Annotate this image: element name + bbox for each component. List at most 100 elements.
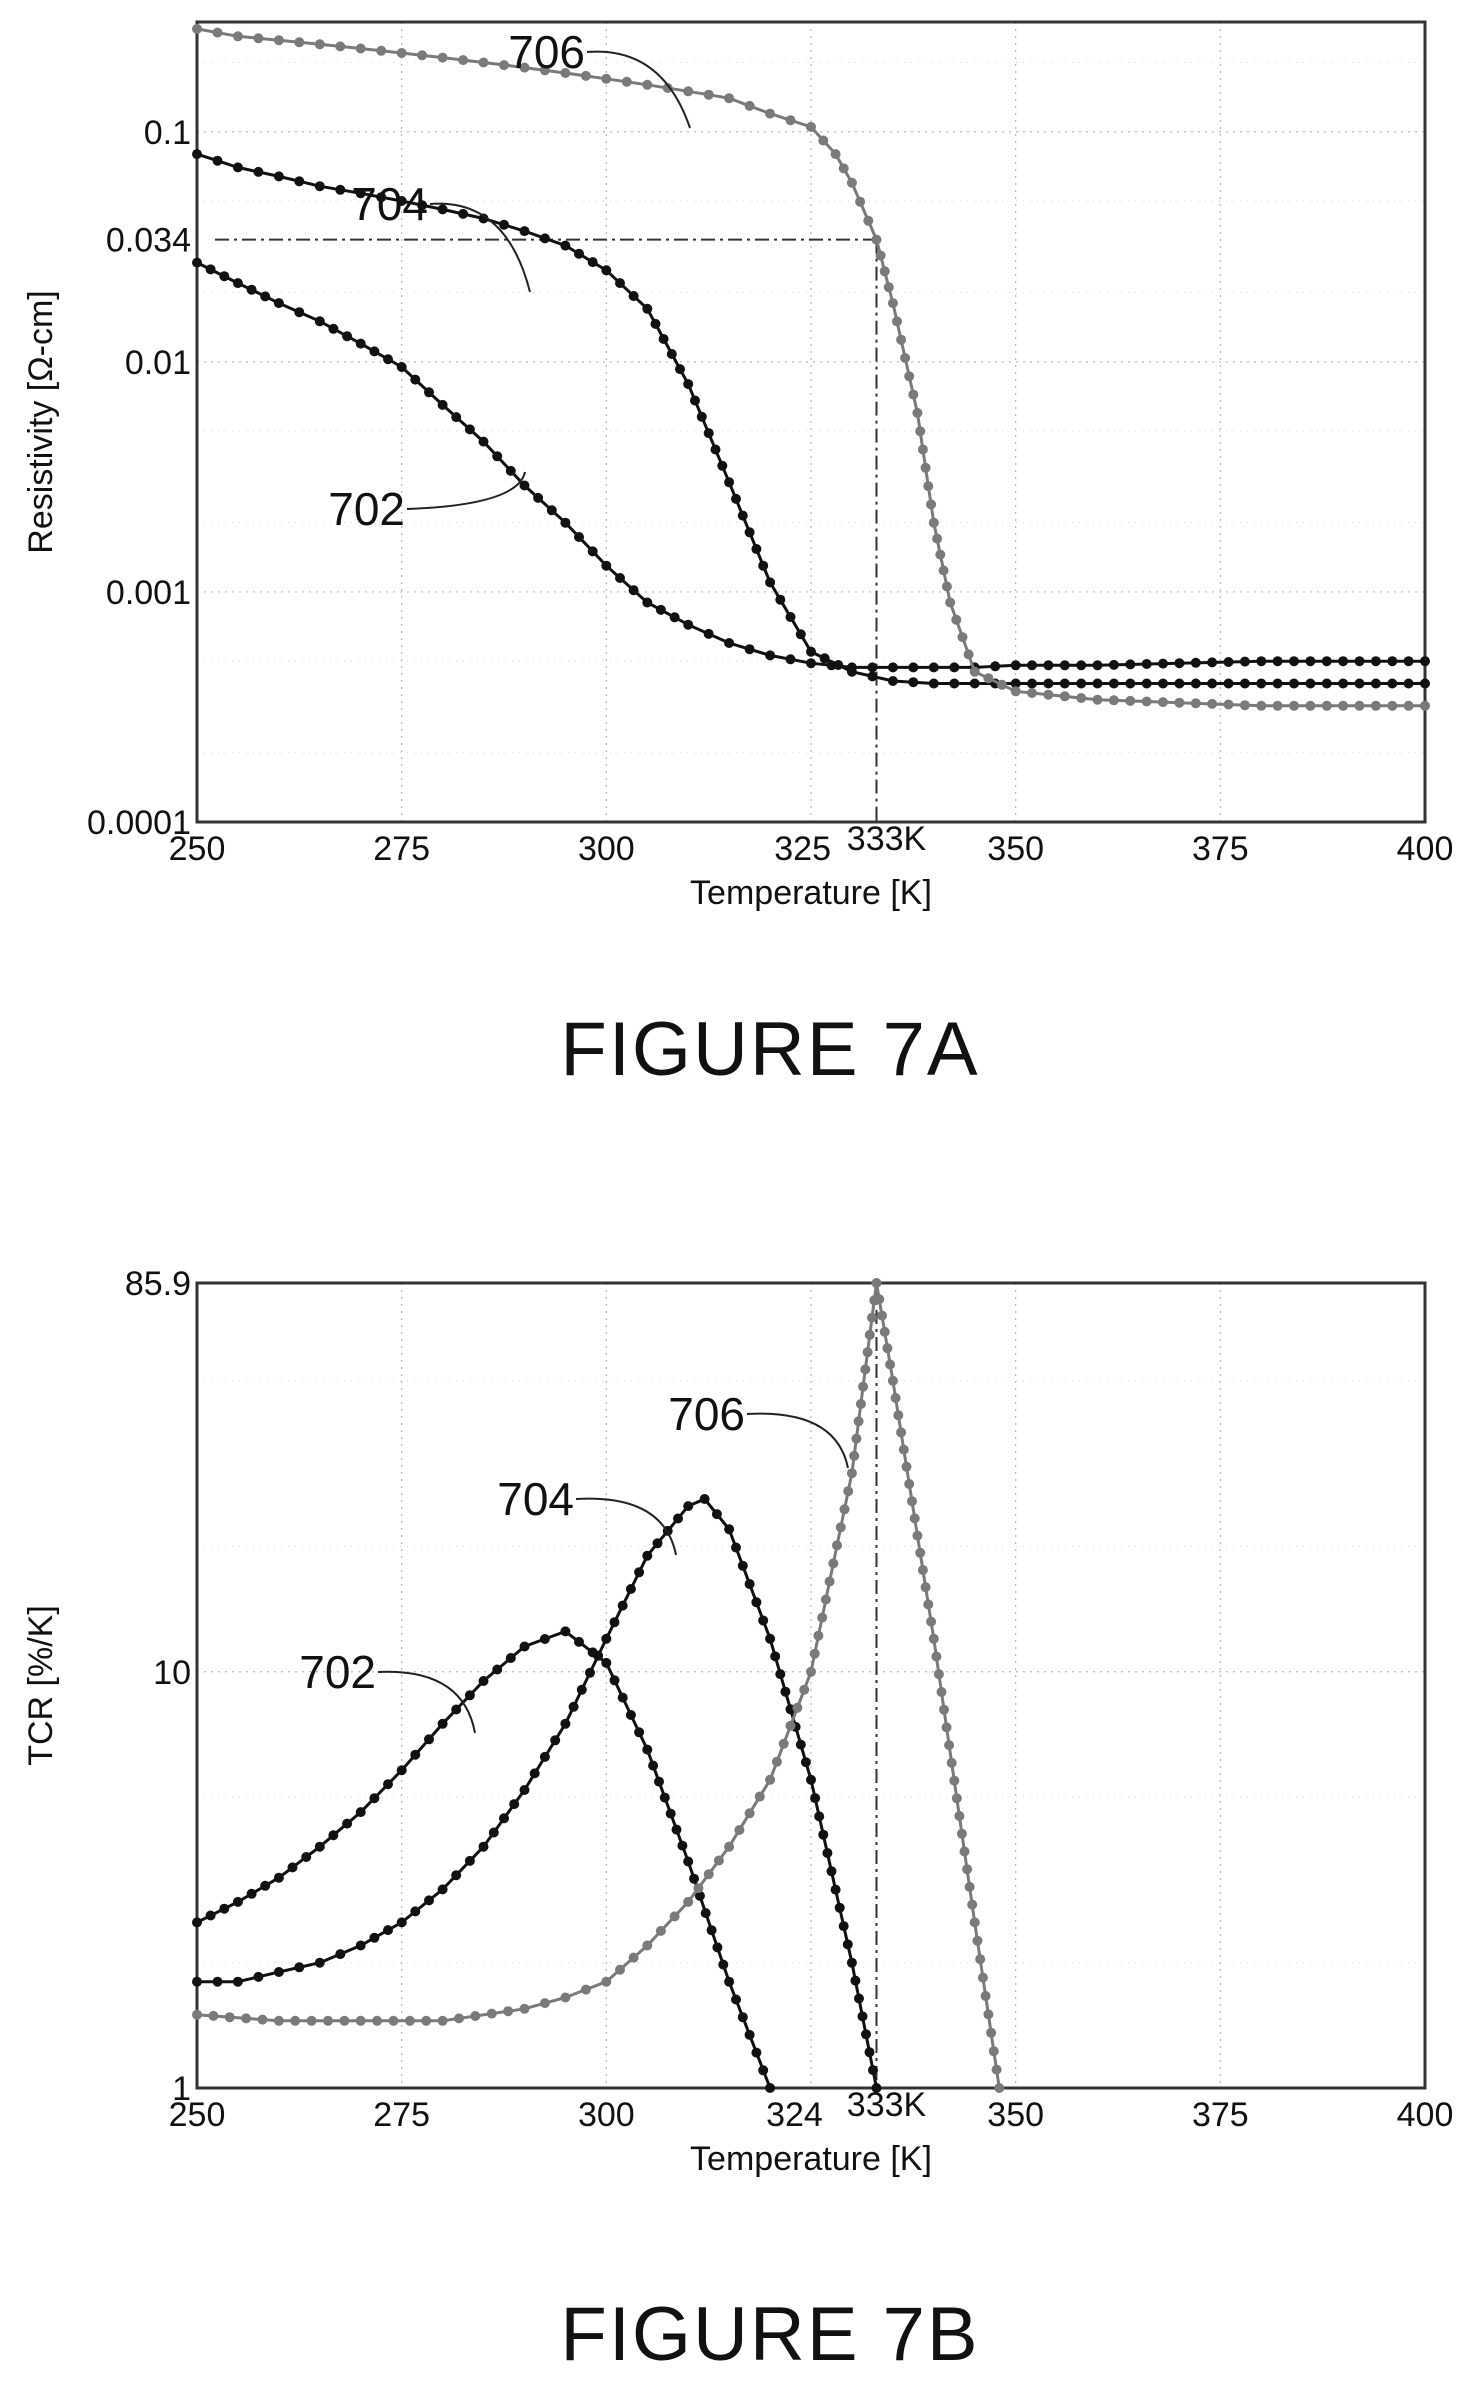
data-point [863,215,874,226]
data-point [499,1813,509,1824]
data-point [369,1932,380,1943]
data-point [724,1524,735,1535]
series-markers-702 [192,257,1430,673]
data-point [546,505,557,516]
data-point [306,2015,317,2026]
data-point [986,2027,997,2038]
series-label-leader-706 [586,50,691,129]
data-point [983,673,994,684]
data-point [1289,656,1299,667]
x-tick-label: 375 [1192,2096,1249,2134]
data-point [849,1450,860,1461]
data-point [492,1664,503,1675]
data-point [1420,700,1430,711]
data-point [1158,678,1168,689]
y-tick-label: 10 [153,1654,191,1692]
series-label-702: 702 [299,1646,376,1698]
x-tick-label: 275 [373,2096,430,2134]
data-point [634,1567,645,1578]
y-axis-title: TCR [%/K] [22,1605,60,1766]
data-point [806,646,816,657]
x-tick-label: 375 [1192,830,1249,868]
y-tick-label: 0.0001 [87,804,191,842]
data-point [850,1975,861,1986]
data-point [1141,696,1152,707]
data-point [765,650,776,661]
data-point [617,1692,628,1703]
data-point [246,284,257,295]
data-point [846,666,857,677]
data-point [294,1962,305,1973]
data-point [205,264,216,275]
data-point [806,658,816,669]
data-point [1076,693,1087,703]
data-point [580,70,591,81]
data-point [689,1873,699,1884]
data-point [1174,678,1185,689]
data-point [731,1542,741,1553]
data-point [601,560,612,571]
data-point [1141,659,1152,669]
data-point [867,1312,877,1323]
data-point [778,1738,789,1749]
data-point [1354,656,1365,667]
data-point [628,585,639,596]
data-point [1125,678,1136,689]
data-point [601,1633,612,1644]
data-point [754,1791,765,1802]
data-point [908,662,919,673]
data-point [945,597,956,608]
data-point [1272,678,1283,689]
data-point [241,2013,252,2024]
data-point [1223,657,1234,667]
data-point [744,644,755,655]
data-point [1108,678,1119,689]
data-point [339,2015,350,2026]
data-point [232,31,243,42]
data-point [838,163,849,174]
data-point [806,1774,816,1785]
data-point [294,176,305,187]
data-point [935,549,946,560]
data-point [923,1599,934,1610]
data-point [1043,660,1054,671]
data-point [846,177,857,188]
data-point [969,666,980,677]
data-point [887,298,898,309]
series-line-704 [197,1497,878,2089]
data-point [665,1808,676,1819]
data-point [192,2009,202,2020]
data-point [838,1921,849,1932]
series-label-704: 704 [351,178,428,230]
data-point [601,1657,612,1668]
data-point [853,1416,864,1427]
data-point [1174,697,1185,708]
data-point [492,451,503,462]
data-point [1256,656,1267,667]
series-label-leader-706 [746,1412,849,1469]
data-point [509,1799,520,1810]
data-point [260,1880,271,1891]
data-point [1010,678,1021,689]
data-point [871,1278,882,1288]
data-point [864,1329,875,1340]
data-point [879,1326,890,1337]
data-point [810,1793,821,1804]
x-tick-label: 300 [578,2096,635,2134]
data-point [900,353,911,363]
data-point [765,577,776,588]
data-point [404,2015,415,2026]
data-point [369,1793,380,1804]
data-point [642,1744,653,1755]
data-point [1027,678,1037,689]
data-point [1125,695,1136,706]
data-point [1076,660,1087,671]
data-point [795,629,806,640]
data-point [451,1704,462,1715]
data-point [383,354,393,365]
x-tick-label: 400 [1397,830,1454,868]
data-point [1190,698,1201,709]
data-point [839,1504,850,1515]
data-point [835,1522,846,1533]
